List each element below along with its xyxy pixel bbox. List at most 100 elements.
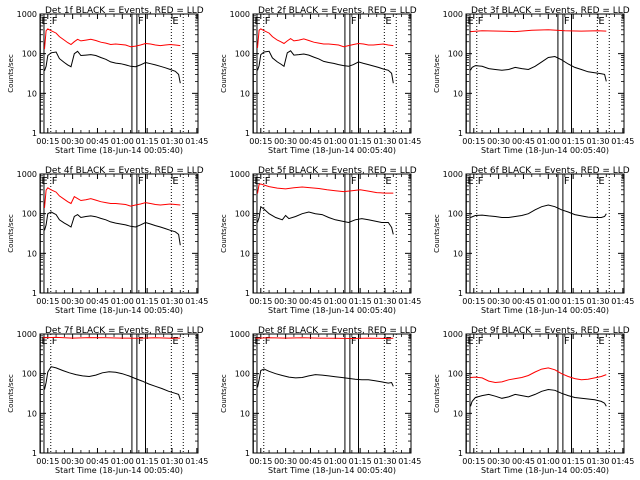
x-axis-label: Start Time (18-Jun-14 00:05:40) [481, 146, 609, 155]
x-tick-label: 00:45 [512, 457, 535, 466]
time-marker-label: E [172, 176, 178, 187]
time-marker-label: E [41, 336, 47, 347]
y-tick-label: 1000 [230, 10, 250, 19]
x-tick-label: 00:45 [299, 297, 322, 306]
time-marker-label: E [385, 336, 391, 347]
y-tick-label: 1000 [17, 170, 37, 179]
x-tick-label: 01:30 [373, 137, 396, 146]
x-tick-label: 01:45 [185, 137, 208, 146]
y-tick-label: 1000 [443, 330, 463, 339]
x-tick-label: 00:15 [36, 457, 59, 466]
events-series-line [257, 205, 394, 235]
lld-series-line [255, 337, 394, 340]
x-tick-label: 01:30 [373, 457, 396, 466]
y-tick-label: 10 [240, 409, 250, 418]
x-tick-label: 00:30 [274, 457, 297, 466]
y-tick-label: 100 [235, 370, 250, 379]
y-axis-label: Counts/sec [433, 54, 441, 93]
y-tick-label: 100 [448, 370, 463, 379]
time-marker-label: E [41, 176, 47, 187]
x-tick-label: 01:45 [185, 297, 208, 306]
y-tick-label: 100 [235, 50, 250, 59]
events-series-line [44, 211, 181, 246]
time-marker-label: E [172, 336, 178, 347]
x-tick-label: 01:30 [160, 297, 183, 306]
y-tick-label: 1 [32, 289, 37, 298]
plot-title: Det 3f BLACK = Events, RED = LLD [471, 6, 630, 16]
time-marker-label: E [598, 16, 604, 27]
plot-frame [39, 333, 199, 454]
time-marker-label: F [564, 16, 570, 27]
time-marker-label: E [598, 336, 604, 347]
events-series-line [44, 50, 181, 84]
events-series-line [470, 204, 607, 218]
x-tick-label: 01:45 [611, 457, 634, 466]
detector-plot: Det 1f BLACK = Events, RED = LLD 1 10 100 10… [7, 6, 208, 155]
x-tick-label: 01:15 [349, 137, 372, 146]
y-tick-label: 10 [27, 249, 37, 258]
x-axis-label: Start Time (18-Jun-14 00:05:40) [481, 306, 609, 315]
time-marker-label: E [598, 176, 604, 187]
lld-series-line [470, 29, 607, 33]
y-tick-label: 1000 [443, 170, 463, 179]
plot-title: Det 5f BLACK = Events, RED = LLD [258, 166, 417, 176]
x-tick-label: 00:30 [274, 297, 297, 306]
x-tick-label: 01:30 [160, 457, 183, 466]
x-tick-label: 01:30 [373, 297, 396, 306]
x-axis-label: Start Time (18-Jun-14 00:05:40) [55, 466, 183, 475]
x-tick-label: 00:15 [249, 457, 272, 466]
time-marker-label: E [385, 16, 391, 27]
y-tick-label: 1 [245, 289, 250, 298]
detector-plot: Det 4f BLACK = Events, RED = LLD 1 10 100 10… [7, 166, 208, 315]
x-tick-label: 01:00 [111, 137, 134, 146]
plot-title: Det 6f BLACK = Events, RED = LLD [471, 166, 630, 176]
plot-frame [39, 173, 199, 294]
x-tick-label: 01:00 [111, 457, 134, 466]
x-tick-label: 00:45 [299, 137, 322, 146]
x-tick-label: 01:45 [185, 457, 208, 466]
detector-plot: Det 2f BLACK = Events, RED = LLD 1 10 100 10… [220, 6, 421, 155]
y-tick-label: 1 [32, 449, 37, 458]
x-tick-label: 00:45 [86, 297, 109, 306]
plot-frame [39, 13, 199, 134]
x-tick-label: 01:00 [537, 137, 560, 146]
y-tick-label: 1000 [443, 10, 463, 19]
time-marker-label: F [564, 336, 570, 347]
y-tick-label: 1 [458, 289, 463, 298]
time-marker-label: E [254, 336, 260, 347]
detector-plot: Det 3f BLACK = Events, RED = LLD 1 10 100 10… [433, 6, 634, 155]
time-marker-label: E [467, 336, 473, 347]
time-marker-label: F [52, 336, 58, 347]
x-tick-label: 00:30 [61, 137, 84, 146]
time-marker-label: F [351, 336, 357, 347]
time-marker-label: E [467, 16, 473, 27]
x-tick-label: 01:45 [398, 297, 421, 306]
time-marker-label: E [385, 176, 391, 187]
detector-plot: Det 5f BLACK = Events, RED = LLD 1 10 100 10… [220, 166, 421, 315]
y-tick-label: 100 [448, 210, 463, 219]
plot-title: Det 7f BLACK = Events, RED = LLD [45, 326, 204, 336]
y-tick-label: 100 [22, 50, 37, 59]
y-axis-label: Counts/sec [220, 214, 228, 253]
x-tick-label: 01:45 [398, 137, 421, 146]
x-tick-label: 01:00 [537, 457, 560, 466]
x-tick-label: 00:45 [86, 457, 109, 466]
y-axis-label: Counts/sec [7, 54, 15, 93]
x-tick-label: 01:15 [136, 457, 159, 466]
x-tick-label: 01:00 [537, 297, 560, 306]
y-tick-label: 100 [448, 50, 463, 59]
plot-frame [252, 13, 412, 134]
time-marker-label: F [138, 16, 144, 27]
lld-series-line [42, 336, 181, 339]
time-marker-label: F [478, 16, 484, 27]
detector-plot: Det 8f BLACK = Events, RED = LLD 1 10 100 10… [220, 326, 421, 475]
y-tick-label: 100 [235, 210, 250, 219]
x-tick-label: 01:15 [562, 457, 585, 466]
x-tick-label: 01:45 [611, 297, 634, 306]
time-marker-label: F [265, 336, 271, 347]
x-tick-label: 00:15 [249, 297, 272, 306]
lld-series-line [470, 367, 607, 384]
x-axis-label: Start Time (18-Jun-14 00:05:40) [268, 146, 396, 155]
y-axis-label: Counts/sec [433, 214, 441, 253]
x-tick-label: 00:30 [61, 297, 84, 306]
